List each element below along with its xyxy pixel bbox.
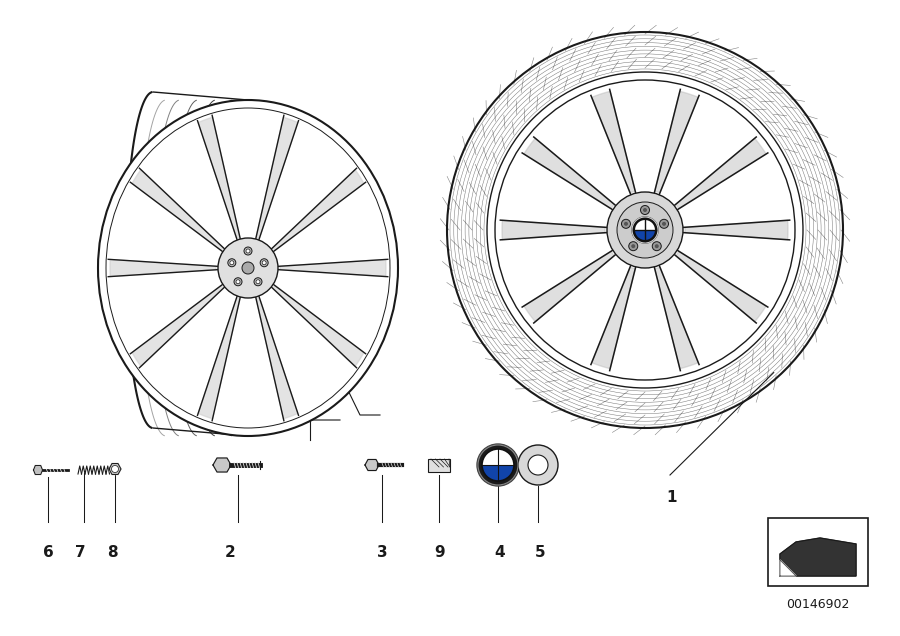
Ellipse shape bbox=[262, 261, 266, 265]
Circle shape bbox=[624, 222, 628, 226]
Text: 5: 5 bbox=[535, 545, 545, 560]
Wedge shape bbox=[634, 230, 645, 241]
Circle shape bbox=[643, 208, 647, 212]
Wedge shape bbox=[498, 465, 514, 481]
Circle shape bbox=[447, 32, 843, 428]
Wedge shape bbox=[482, 465, 498, 481]
Text: 8: 8 bbox=[107, 545, 117, 560]
Polygon shape bbox=[33, 466, 42, 474]
Circle shape bbox=[477, 444, 519, 486]
Text: 00146902: 00146902 bbox=[787, 598, 850, 611]
Polygon shape bbox=[654, 92, 698, 193]
Polygon shape bbox=[132, 286, 223, 366]
Ellipse shape bbox=[256, 280, 260, 284]
Wedge shape bbox=[634, 219, 645, 230]
Circle shape bbox=[607, 192, 683, 268]
Polygon shape bbox=[654, 267, 698, 369]
Polygon shape bbox=[591, 267, 635, 369]
Text: 4: 4 bbox=[495, 545, 505, 560]
Polygon shape bbox=[780, 560, 796, 576]
Ellipse shape bbox=[234, 278, 242, 286]
Polygon shape bbox=[676, 138, 766, 209]
Circle shape bbox=[631, 244, 635, 248]
Bar bbox=[428, 459, 450, 472]
Polygon shape bbox=[502, 220, 605, 240]
Ellipse shape bbox=[236, 280, 240, 284]
Circle shape bbox=[655, 244, 659, 248]
Polygon shape bbox=[685, 220, 788, 240]
Circle shape bbox=[622, 219, 631, 228]
Circle shape bbox=[487, 72, 803, 388]
Polygon shape bbox=[198, 117, 239, 238]
Polygon shape bbox=[365, 459, 379, 471]
Polygon shape bbox=[524, 138, 615, 209]
Polygon shape bbox=[109, 464, 121, 474]
Ellipse shape bbox=[254, 278, 262, 286]
Polygon shape bbox=[273, 170, 364, 251]
Polygon shape bbox=[676, 251, 766, 322]
Polygon shape bbox=[256, 298, 298, 418]
Circle shape bbox=[518, 445, 558, 485]
Ellipse shape bbox=[242, 262, 254, 274]
Circle shape bbox=[495, 80, 795, 380]
Polygon shape bbox=[198, 298, 239, 418]
Ellipse shape bbox=[228, 259, 236, 266]
Polygon shape bbox=[256, 117, 298, 238]
Text: 6: 6 bbox=[42, 545, 53, 560]
Circle shape bbox=[617, 202, 673, 258]
Ellipse shape bbox=[260, 259, 268, 266]
Ellipse shape bbox=[230, 261, 234, 265]
Polygon shape bbox=[280, 259, 386, 277]
Polygon shape bbox=[780, 538, 856, 576]
Circle shape bbox=[632, 217, 658, 243]
Polygon shape bbox=[273, 286, 364, 366]
Circle shape bbox=[112, 466, 119, 473]
Polygon shape bbox=[110, 259, 216, 277]
Circle shape bbox=[528, 455, 548, 475]
Polygon shape bbox=[132, 170, 223, 251]
Circle shape bbox=[662, 222, 666, 226]
Circle shape bbox=[629, 242, 638, 251]
Ellipse shape bbox=[244, 247, 252, 255]
Polygon shape bbox=[524, 251, 615, 322]
Circle shape bbox=[641, 205, 650, 214]
Wedge shape bbox=[645, 230, 656, 241]
Text: 7: 7 bbox=[75, 545, 86, 560]
Circle shape bbox=[660, 219, 669, 228]
Ellipse shape bbox=[98, 100, 398, 436]
Text: 3: 3 bbox=[377, 545, 387, 560]
Ellipse shape bbox=[218, 238, 278, 298]
Ellipse shape bbox=[246, 249, 250, 253]
Polygon shape bbox=[213, 458, 231, 472]
Text: 9: 9 bbox=[435, 545, 446, 560]
Wedge shape bbox=[498, 449, 514, 465]
Wedge shape bbox=[482, 449, 498, 465]
Text: 2: 2 bbox=[225, 545, 236, 560]
Polygon shape bbox=[591, 92, 635, 193]
Circle shape bbox=[652, 242, 662, 251]
Wedge shape bbox=[645, 219, 656, 230]
Bar bbox=[768, 518, 868, 586]
Text: 1: 1 bbox=[667, 490, 677, 505]
